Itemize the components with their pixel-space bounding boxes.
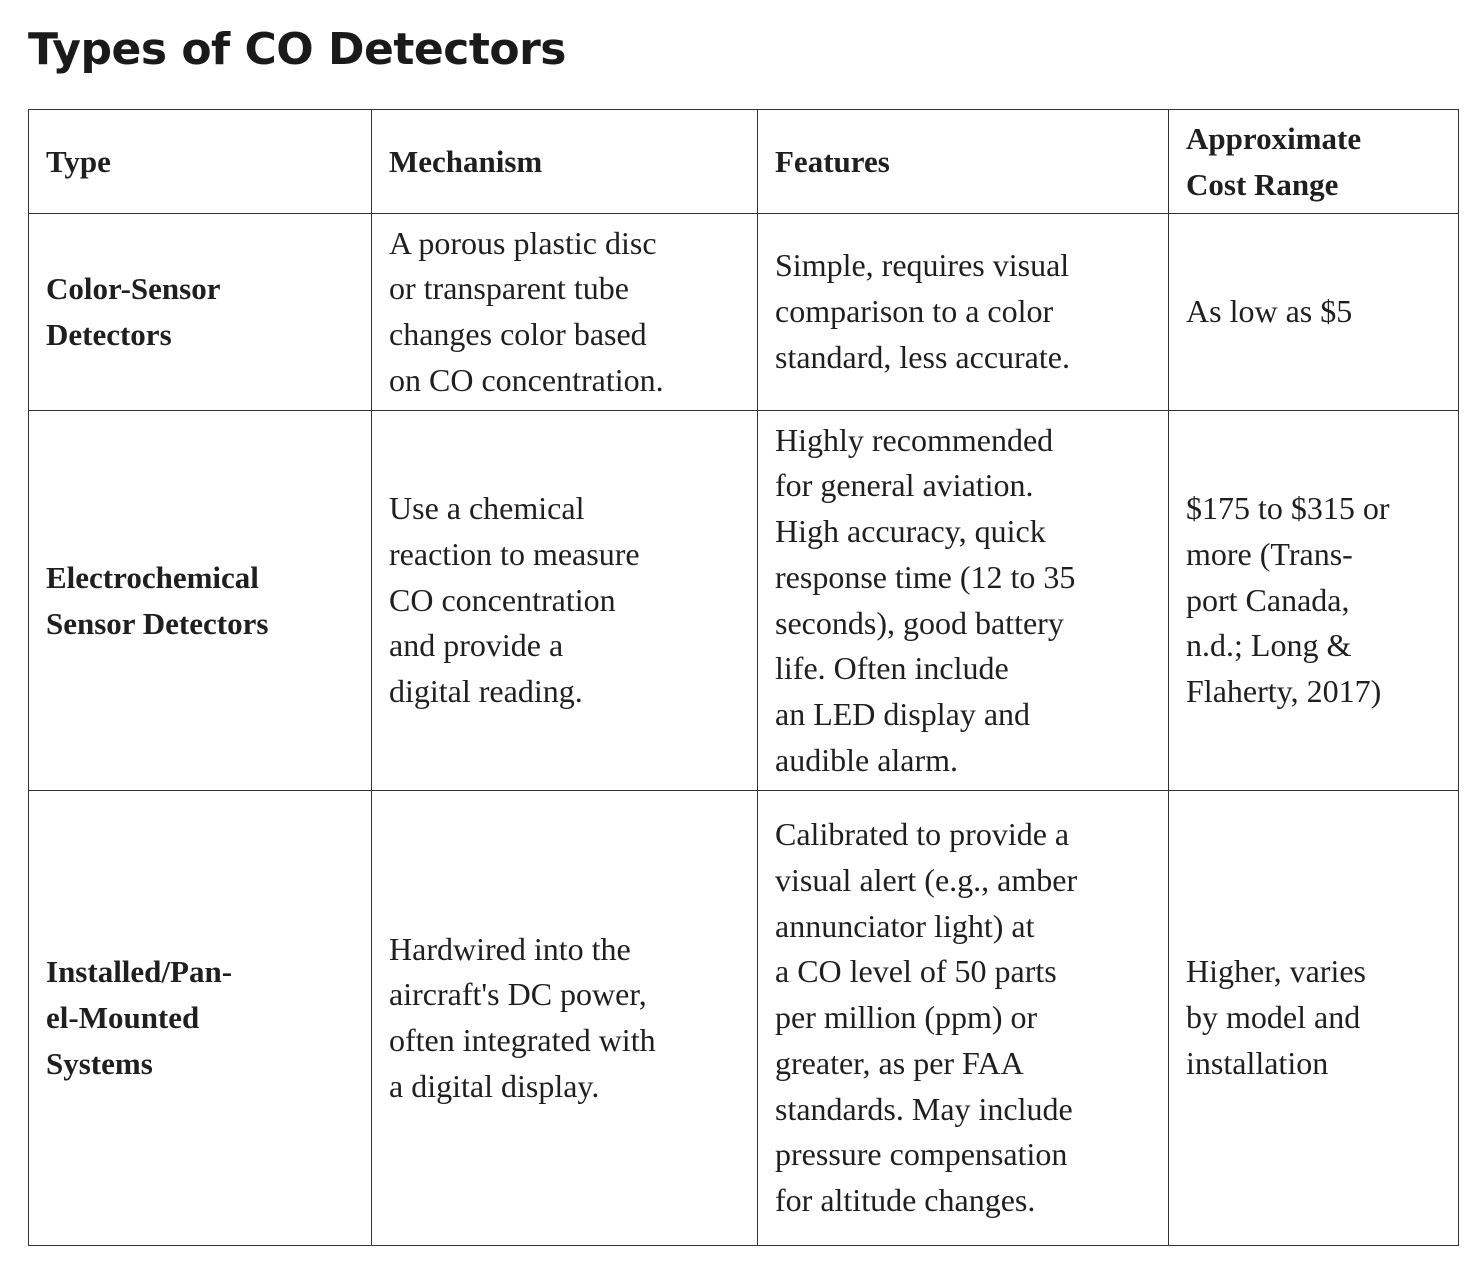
co-table: Type Mechanism Features Approximate Cost Ran…	[28, 109, 1459, 1246]
cell-line: reaction to measure	[389, 535, 640, 572]
table-cell: Higher, varies by model and installation	[1168, 790, 1459, 1246]
cell-line: seconds), good battery	[775, 604, 1064, 641]
cell-line: Use a chemical	[389, 490, 585, 527]
cell-line: n.d.; Long &	[1186, 627, 1352, 664]
cell-line: el-Mounted	[46, 1000, 200, 1036]
cell-line: pressure compensation	[775, 1136, 1068, 1173]
cell-line: Calibrated to provide a	[775, 816, 1070, 853]
cell-line: CO concentration	[389, 581, 616, 618]
cell-line: Features	[775, 143, 890, 179]
cell-line: an LED display and	[775, 695, 1031, 732]
cell-line: visual alert (e.g., amber	[775, 862, 1078, 899]
table-cell: Highly recommended for general aviation. H…	[757, 410, 1169, 791]
cell-line: often integrated with	[389, 1022, 656, 1058]
cell-line: a digital display.	[389, 1067, 600, 1104]
cell-line: As low as $5	[1186, 293, 1353, 330]
cell-line: port Canada,	[1186, 581, 1350, 618]
header-cell: Mechanism	[371, 109, 758, 214]
cell-line: response time (12 to 35	[775, 558, 1076, 595]
cell-line: Mechanism	[389, 143, 543, 179]
cell-line: for altitude changes.	[775, 1181, 1036, 1218]
cell-line: Flaherty, 2017)	[1186, 673, 1382, 710]
cell-line: High accuracy, quick	[775, 513, 1046, 550]
cell-line: Type	[46, 143, 111, 179]
table-cell: Use a chemical reaction to measure CO conc…	[371, 410, 758, 791]
table-cell: Electrochemical Sensor Detectors	[28, 410, 372, 791]
cell-line: Highly recommended	[775, 421, 1054, 458]
title: Types of CO Detectors	[28, 24, 567, 75]
cell-line: changes color based	[389, 316, 647, 352]
cell-line: audible alarm.	[775, 741, 959, 778]
cell-line: comparison to a color	[775, 293, 1054, 330]
cell-line: life. Often include	[775, 650, 1009, 687]
table-cell: $175 to $315 or more (Trans-port Canada, n…	[1168, 410, 1459, 791]
cell-line: on CO concentration.	[389, 361, 664, 398]
cell-line: Systems	[46, 1045, 153, 1081]
cell-line: Electrochemical	[46, 559, 259, 595]
header-cell: Approximate Cost Range	[1168, 109, 1459, 214]
cell-line: standard, less accurate.	[775, 338, 1070, 375]
header-cell: Features	[757, 109, 1169, 214]
table-row: Installed/Pan-el-Mounted Systems Hardwired…	[28, 790, 1459, 1246]
cell-line: digital reading.	[389, 673, 583, 710]
cell-line: Approximate	[1186, 120, 1362, 156]
cell-line: more (Trans-	[1186, 535, 1353, 572]
cell-line: A porous plastic disc	[389, 224, 657, 261]
cell-line: greater, as per FAA	[775, 1044, 1024, 1081]
table-row: Electrochemical Sensor Detectors Use a che…	[28, 410, 1459, 791]
cell-line: annunciator light) at	[775, 907, 1035, 944]
cell-line: and provide a	[389, 627, 564, 664]
table-cell: Hardwired into the aircraft's DC power, of…	[371, 790, 758, 1246]
cell-line: per million (ppm) or	[775, 999, 1038, 1036]
table-cell: Color-Sensor Detectors	[28, 213, 372, 411]
cell-line: by model and	[1186, 999, 1361, 1036]
cell-line: or transparent tube	[389, 270, 629, 307]
cell-line: standards. May include	[775, 1090, 1073, 1127]
cell-line: Hardwired into the	[389, 930, 631, 967]
cell-line: $175 to $315 or	[1186, 490, 1390, 527]
cell-line: a CO level of 50 parts	[775, 953, 1057, 990]
cell-line: Simple, requires visual	[775, 247, 1070, 284]
table-cell: A porous plastic disc or transparent tube…	[371, 213, 758, 411]
table-row: Color-Sensor Detectors A porous plastic di…	[28, 213, 1459, 411]
cell-line: aircraft's DC power,	[389, 976, 647, 1013]
cell-line: Installed/Pan-	[46, 954, 233, 990]
table-cell: Simple, requires visual comparison to a c…	[757, 213, 1169, 411]
cell-line: Sensor Detectors	[46, 605, 269, 641]
table-cell: As low as $5	[1168, 213, 1459, 411]
header-cell: Type	[28, 109, 372, 214]
cell-line: Higher, varies	[1186, 953, 1366, 990]
table-cell: Calibrated to provide a visual alert (e.g…	[757, 790, 1169, 1246]
table-cell: Installed/Pan-el-Mounted Systems	[28, 790, 372, 1246]
cell-line: Color-Sensor	[46, 271, 221, 307]
cell-line: installation	[1186, 1044, 1329, 1081]
header-row: Type Mechanism Features Approximate Cost Ran…	[28, 109, 1459, 214]
cell-line: for general aviation.	[775, 467, 1034, 504]
cell-line: Cost Range	[1186, 166, 1339, 202]
cell-line: Detectors	[46, 317, 172, 352]
